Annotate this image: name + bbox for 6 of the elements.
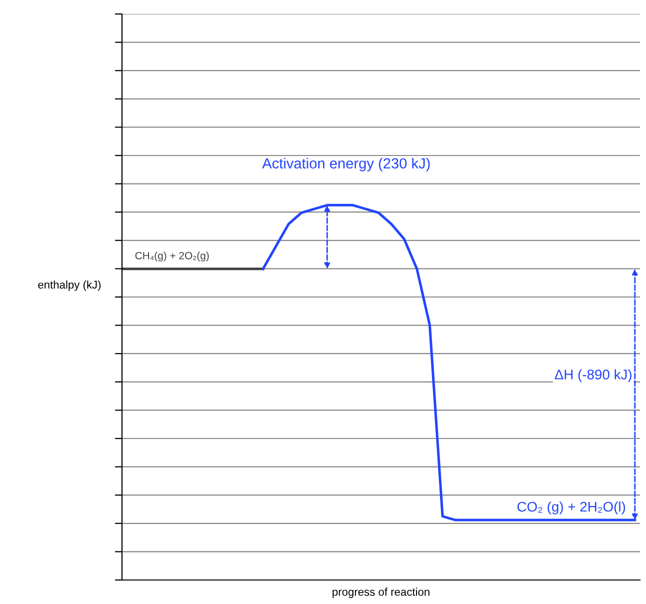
annotation: ΔH (-890 kJ) [554,369,632,382]
annotation: CO₂ (g) + 2H₂O(l) [517,501,626,514]
x-axis-title: progress of reaction [332,588,430,598]
text: Activation energy (230 kJ) [262,158,430,172]
annotation: CH₄(g) + 2O₂(g) [135,252,209,262]
y-axis-title: enthalpy (kJ) [38,280,101,291]
